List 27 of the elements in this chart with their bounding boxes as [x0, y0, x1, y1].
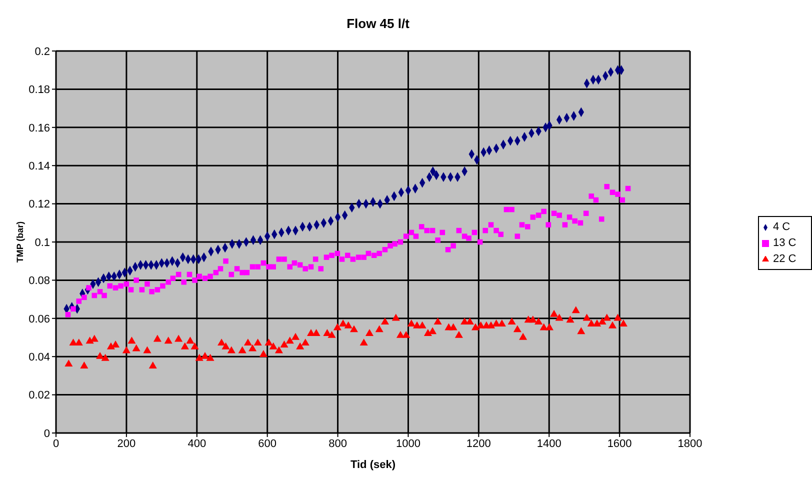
- y-tick-label: 0: [44, 428, 50, 440]
- y-tick-label: 0.14: [28, 160, 50, 173]
- x-tick-label: 1800: [678, 438, 702, 450]
- legend-label: 4 C: [773, 221, 790, 233]
- x-tick-label: 1400: [536, 438, 562, 450]
- chart-title: Flow 45 l/t: [346, 16, 410, 31]
- y-tick-label: 0.02: [28, 390, 50, 402]
- y-tick-label: 0.12: [28, 198, 50, 211]
- legend-label: 13 C: [773, 237, 796, 249]
- x-axis-title: Tid (sek): [350, 459, 396, 471]
- x-tick-label: 800: [328, 438, 347, 450]
- x-tick-label: 600: [258, 438, 277, 450]
- x-tick-label: 400: [188, 438, 206, 450]
- x-tick-label: 1000: [396, 438, 420, 450]
- x-tick-label: 0: [52, 438, 60, 450]
- y-tick-label: 0.04: [28, 352, 50, 364]
- y-tick-label: 0.2: [34, 46, 50, 58]
- x-tick-label: 200: [117, 438, 136, 450]
- legend-label: 22 C: [773, 253, 796, 265]
- y-tick-label: 0.06: [28, 313, 50, 326]
- y-tick-label: 0.18: [28, 84, 50, 96]
- y-tick-label: 0.08: [28, 275, 50, 288]
- x-tick-label: 1200: [466, 438, 491, 450]
- y-tick-label: 0.16: [28, 122, 50, 134]
- y-axis-title: TMP (bar): [15, 221, 26, 263]
- x-tick-label: 1600: [607, 438, 632, 450]
- y-tick-label: 0.1: [34, 236, 50, 249]
